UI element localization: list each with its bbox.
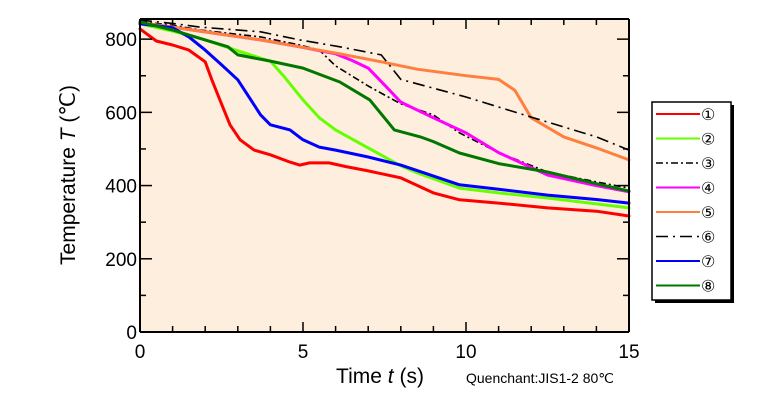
y-tick-label: 800 [105, 30, 137, 51]
legend-item-1: ① [656, 107, 715, 124]
series-line-7 [138, 22, 631, 205]
legend-label: ④ [701, 181, 715, 198]
series-layer [138, 19, 631, 218]
legend-box [651, 101, 732, 301]
quenchant-annotation: Quenchant:JIS1-2 80℃ [466, 370, 614, 386]
legend-item-2: ② [656, 132, 715, 149]
legend-item-4: ④ [656, 181, 715, 198]
y-tick-label: 0 [126, 323, 137, 344]
legend-item-5: ⑤ [656, 205, 715, 222]
y-tick-label: 400 [105, 177, 137, 198]
series-line-3 [139, 20, 630, 189]
legend-item-7: ⑦ [656, 254, 715, 271]
x-tick-label: 0 [135, 342, 146, 363]
tick-labels: 0 5 10 15 0 200 400 600 800 [105, 30, 639, 363]
legend-label: ⑥ [701, 230, 715, 247]
x-axis-title: Time t (s) [336, 365, 424, 388]
series-line-1 [138, 27, 631, 218]
legend-label: ① [701, 107, 715, 124]
legend-item-8: ⑧ [656, 279, 715, 296]
x-tick-label: 10 [455, 342, 476, 363]
legend-label: ⑧ [701, 279, 715, 296]
legend-item-3: ③ [656, 156, 715, 173]
series-line-8 [138, 20, 631, 193]
series-line-6 [139, 19, 630, 151]
ticks-layer [139, 19, 630, 333]
legend: ① ② ③ ④ ⑤ ⑥ ⑦ ⑧ [651, 101, 734, 303]
legend-label: ③ [701, 156, 715, 173]
legend-label: ⑦ [701, 254, 715, 271]
y-tick-label: 200 [105, 250, 137, 271]
legend-label: ⑤ [701, 205, 715, 222]
y-axis-title: Temperature T (℃) [57, 85, 80, 265]
legend-item-6: ⑥ [656, 230, 715, 247]
series-line-5 [138, 21, 631, 162]
legend-items: ① ② ③ ④ ⑤ ⑥ ⑦ ⑧ [656, 107, 715, 296]
x-tick-label: 15 [618, 342, 639, 363]
y-tick-label: 600 [105, 103, 137, 124]
legend-label: ② [701, 132, 715, 149]
x-tick-label: 5 [298, 342, 309, 363]
